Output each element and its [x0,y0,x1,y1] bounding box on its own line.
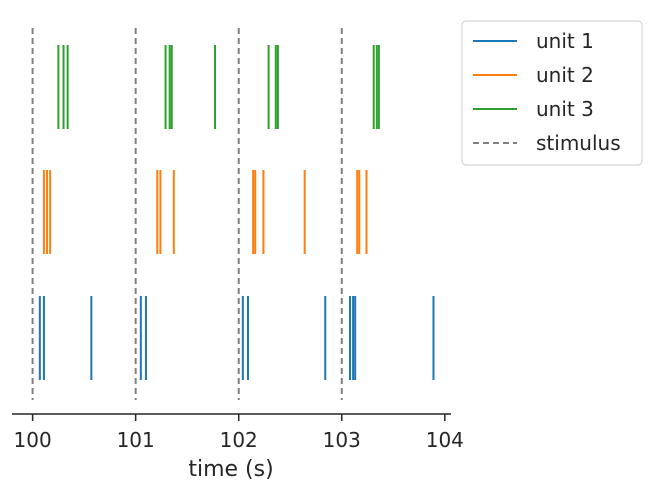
legend-label: unit 1 [536,29,594,53]
legend-item: stimulus [473,131,621,155]
legend-item: unit 3 [473,97,594,121]
legend-item: unit 2 [473,63,594,87]
legend: unit 1 unit 2 unit 3 stimulus [461,20,643,166]
spike-train-2 [42,170,368,254]
legend-label: stimulus [536,131,621,155]
x-axis-ticks: 100 101 102 103 104 [14,414,464,452]
x-tick-label: 104 [426,428,464,452]
x-tick-label: 102 [220,428,258,452]
x-tick-label: 100 [14,428,52,452]
legend-label: unit 3 [536,97,594,121]
spike-train-1 [38,296,435,380]
x-tick-label: 103 [323,428,361,452]
legend-frame [461,20,643,166]
stimulus-lines [31,28,343,400]
legend-item: unit 1 [473,29,594,53]
legend-label: unit 2 [536,63,594,87]
x-tick-label: 101 [117,428,155,452]
spike-train-3 [57,45,380,129]
x-axis-label: time (s) [188,457,273,482]
spike-trains [38,45,435,380]
